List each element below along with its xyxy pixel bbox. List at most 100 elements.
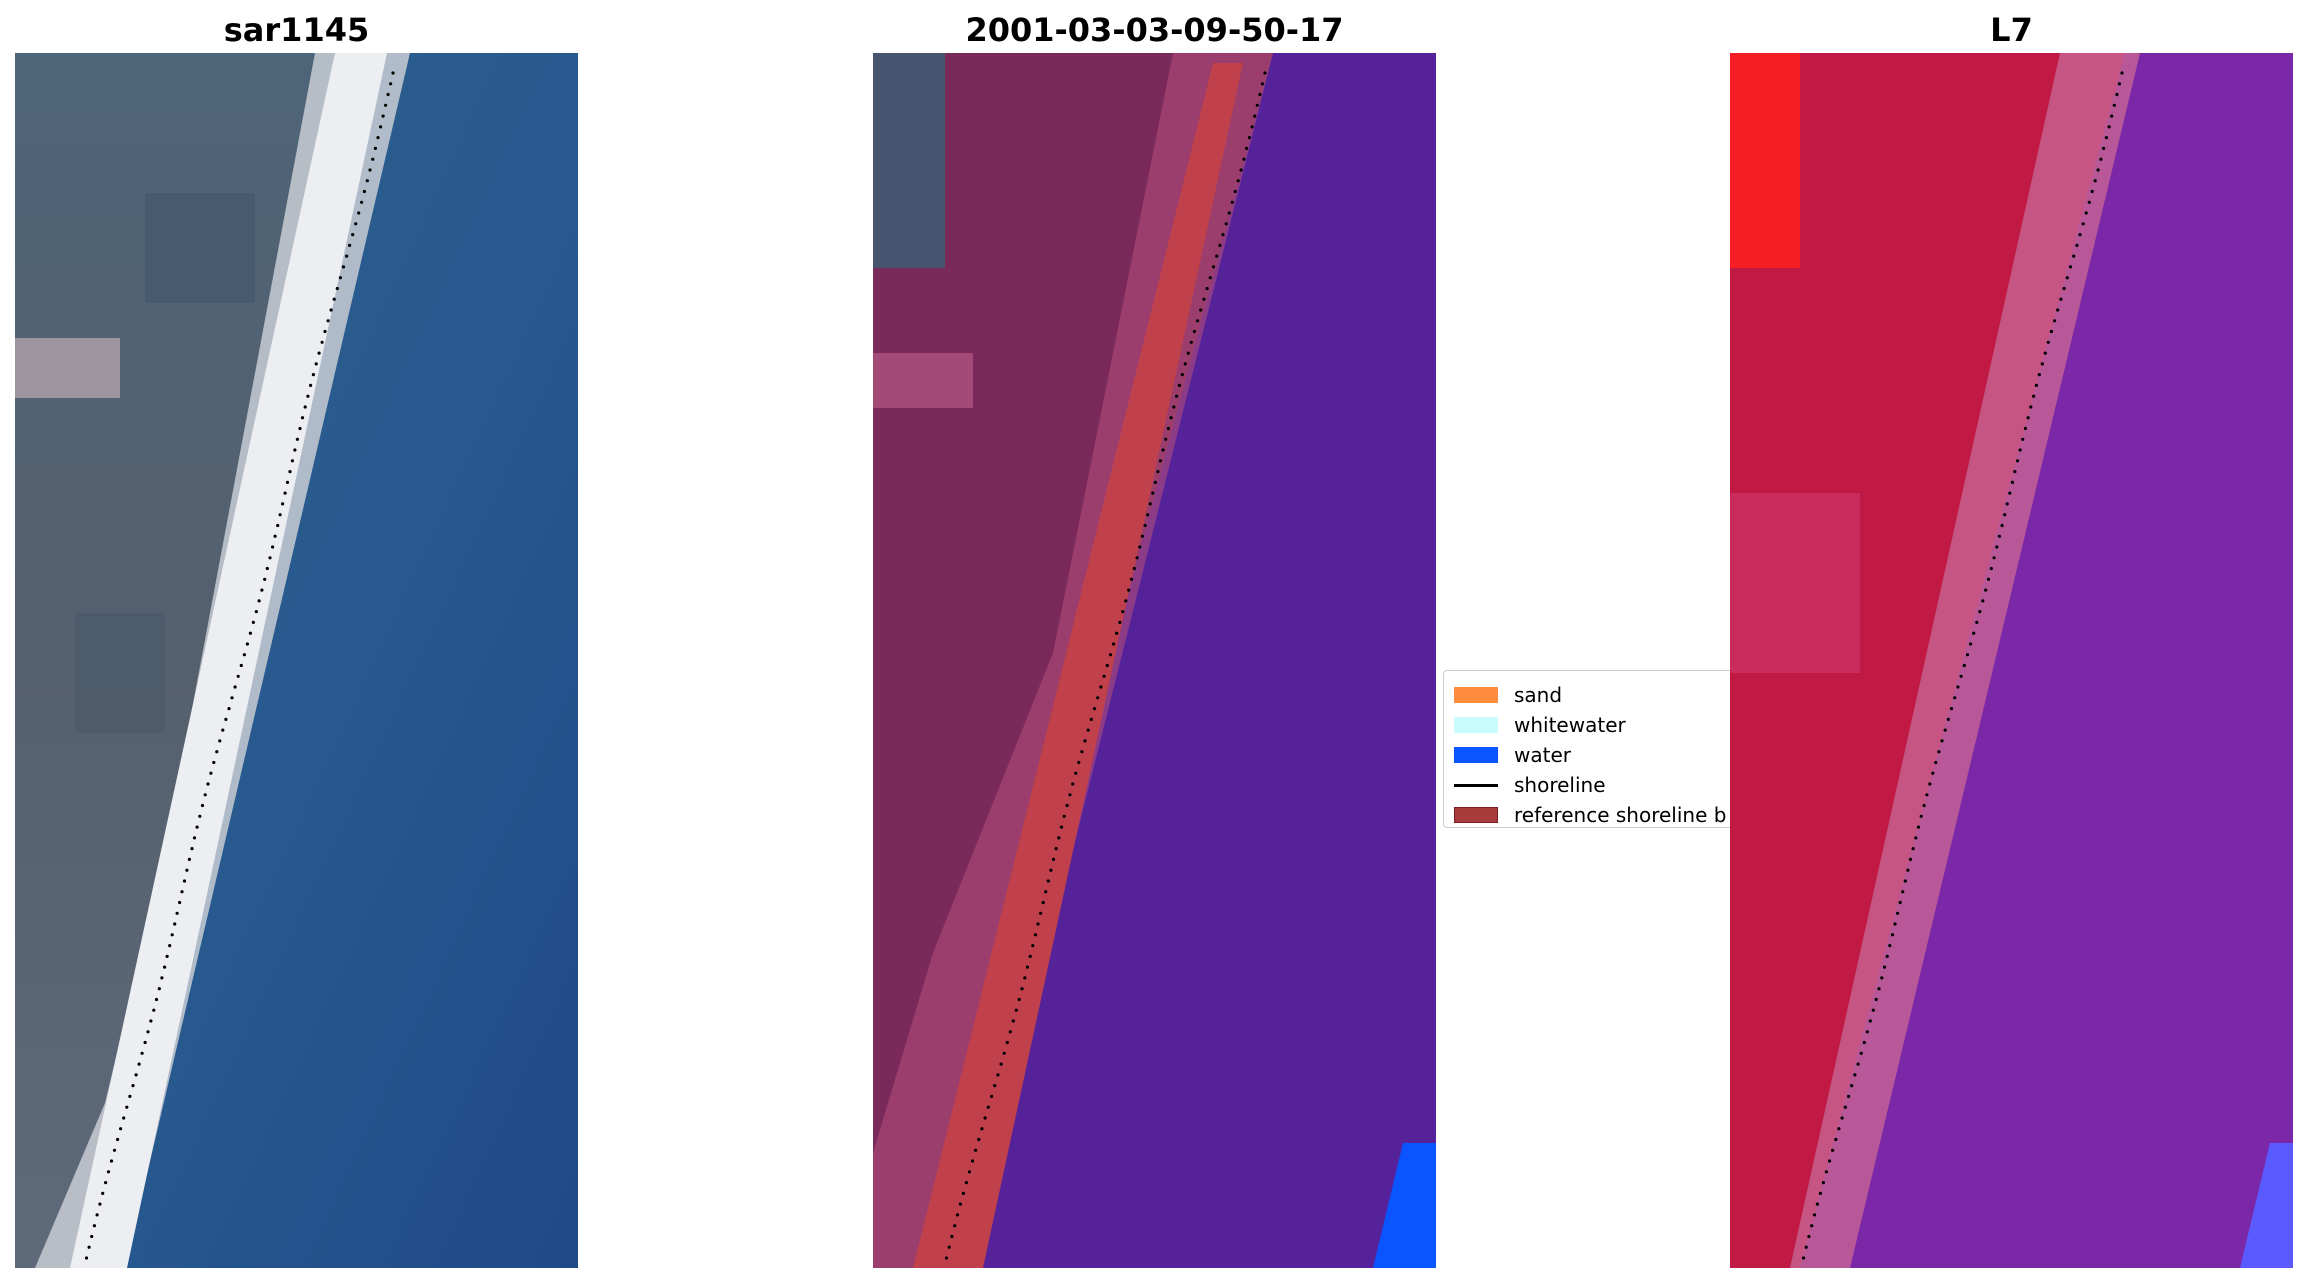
shoreline-point [187,857,191,862]
shoreline-point [104,1181,108,1185]
shoreline-point [371,157,375,161]
index-image-panel [1730,53,2293,1268]
shoreline-point [2120,71,2124,75]
shoreline-point [391,71,395,75]
shoreline-point [2023,426,2027,431]
shoreline-point [341,265,346,269]
shoreline-point [2008,491,2012,495]
shoreline-point [389,82,393,86]
shoreline-point [958,1202,962,1206]
shoreline-point [1242,157,1246,161]
shoreline-point [1023,976,1027,980]
shoreline-point [1901,890,1905,894]
shoreline-point [180,890,184,894]
shoreline-point [953,1224,957,1228]
legend-item-reference-buffer: reference shoreline b [1454,801,1726,827]
shoreline-point [271,545,275,549]
shoreline-point [2115,92,2119,97]
shoreline-point [192,836,197,840]
shoreline-point [2021,437,2025,441]
shoreline-point [116,1137,120,1142]
shoreline-point [1115,631,1119,635]
shoreline-point [209,771,213,775]
shoreline-point [1807,1234,1811,1239]
shoreline-point [338,276,342,280]
shoreline-point [1153,480,1157,484]
shoreline-point [2112,103,2116,107]
shoreline-point [1127,588,1131,592]
shoreline-point [1922,803,1926,808]
shoreline-point [384,103,388,107]
shoreline-point [1039,911,1043,915]
panel-title-rgb: sar1145 [223,11,370,49]
shoreline-point [974,1148,978,1152]
shoreline-point [1840,1116,1844,1120]
shoreline-point [348,243,352,247]
shoreline-point [1221,233,1225,237]
shoreline-point [2078,233,2082,237]
shoreline-point [1834,1137,1838,1142]
shoreline-point [1247,136,1251,140]
shoreline-point [1986,577,1991,581]
shoreline-point [1239,168,1243,172]
legend-item-whitewater: whitewater [1454,711,1626,739]
shoreline-point [1847,1094,1851,1098]
shoreline-point [295,437,299,441]
shoreline-point [1151,491,1155,495]
shoreline-point [1906,868,1910,872]
shoreline-point [961,1191,965,1195]
shoreline-point [1882,965,1887,969]
legend-label: sand [1514,683,1563,707]
shoreline-point [1099,685,1103,689]
index-image [1730,53,2293,1268]
shoreline-point [1258,92,1262,97]
shoreline-point [1837,1127,1841,1131]
shoreline-point [332,297,336,301]
panel-title-classified: 2001-03-03-09-50-17 [965,11,1344,49]
shoreline-point [1827,1159,1832,1163]
shoreline-point [1218,243,1222,247]
shoreline-point [1893,922,1897,926]
shoreline-point [1914,836,1918,840]
shoreline-point [98,1202,102,1206]
shoreline-point [362,189,366,194]
shoreline-point [1995,545,1999,549]
shoreline-point [1843,1105,1847,1109]
shoreline-point [175,911,179,915]
shoreline-point [1931,771,1935,775]
shoreline-point [1011,1019,1015,1023]
shoreline-point [2110,114,2114,118]
shoreline-point [1801,1256,1806,1260]
shoreline-point [293,448,297,452]
shoreline-point [1031,944,1035,948]
shoreline-point [195,825,199,829]
classified-image-panel [873,53,1436,1268]
shoreline-point [1890,933,1895,937]
shoreline-point [1969,642,1973,646]
shoreline-point [1903,879,1907,883]
shoreline-point [233,685,237,689]
shoreline-point [1002,1051,1006,1055]
shoreline-point [165,954,169,959]
shoreline-point [964,1181,968,1185]
shoreline-point [1092,707,1097,711]
shoreline-point [300,416,305,420]
shoreline-point [2068,265,2073,269]
shoreline-point [157,987,161,991]
shoreline-point [1916,825,1921,829]
shoreline-point [2034,383,2038,387]
shoreline-point [224,717,228,722]
shoreline-point [137,1062,141,1066]
shoreline-point [1102,674,1106,678]
shoreline-point [2059,297,2063,301]
shoreline-point [1211,265,1216,269]
shoreline-point [1186,351,1190,355]
shoreline-point [309,383,313,387]
shoreline-point [1953,696,1957,700]
shoreline-point [182,879,187,883]
shoreline-point [268,556,272,560]
shoreline-point [2026,416,2030,420]
shoreline-point [977,1137,981,1142]
shoreline-point [239,663,243,668]
shoreline-point [1263,71,1267,75]
